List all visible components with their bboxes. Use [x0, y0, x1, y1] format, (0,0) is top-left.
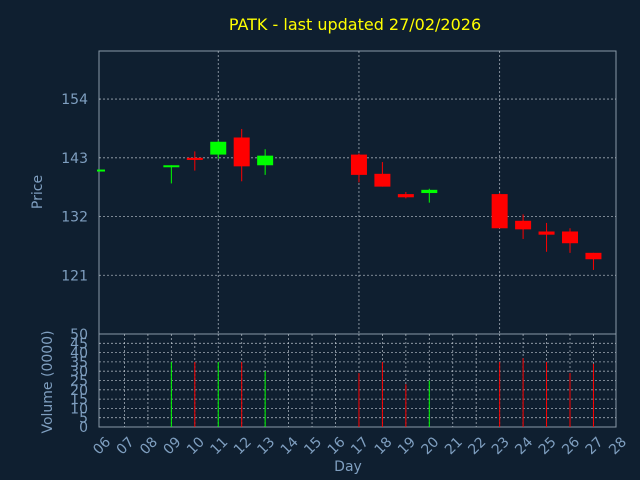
volume-tick-label: 15: [70, 392, 88, 408]
candle-18: [374, 162, 391, 187]
volume-tick-label: 20: [70, 383, 88, 399]
y-tick-label: 154: [61, 92, 88, 108]
y-tick-label: 121: [61, 268, 88, 284]
candle-09: [163, 165, 180, 184]
chart-title: PATK - last updated 27/02/2026: [229, 15, 481, 34]
x-tick-label: 25: [536, 434, 560, 458]
candle-23: [491, 193, 508, 229]
candle-body: [233, 137, 250, 167]
candle-body: [97, 169, 105, 172]
x-tick-label: 14: [278, 434, 302, 458]
price-plot-frame: [98, 50, 617, 335]
x-tick-label: 16: [325, 434, 349, 458]
volume-tick-label: 5: [79, 411, 88, 427]
candle-17: [350, 153, 367, 183]
volume-tick-label: 50: [70, 327, 88, 343]
x-axis-label: Day: [334, 459, 362, 475]
candle-body: [186, 157, 203, 160]
candle-body: [585, 252, 602, 260]
candle-body: [397, 194, 414, 198]
volume-tick-label: 25: [70, 374, 88, 390]
x-tick-label: 23: [489, 434, 513, 458]
candle-25: [538, 222, 555, 252]
volume-tick-label: 10: [70, 401, 88, 417]
volume-tick-label: 40: [70, 346, 88, 362]
candle-body: [350, 154, 367, 175]
x-tick-label: 15: [301, 434, 325, 458]
x-tick-label: 24: [512, 434, 536, 458]
x-tick-label: 09: [161, 434, 185, 458]
x-tick-label: 19: [395, 434, 419, 458]
x-tick-label: 22: [465, 434, 489, 458]
price-axis-label: Price: [30, 175, 46, 209]
volume-tick-label: 45: [70, 336, 88, 352]
x-tick-label: 17: [348, 434, 372, 458]
x-tick-label: 20: [419, 434, 443, 458]
candle-06: [97, 169, 105, 172]
x-tick-label: 28: [606, 434, 630, 458]
x-tick-label: 11: [207, 434, 231, 458]
candle-body: [374, 173, 391, 187]
candle-13: [257, 149, 274, 175]
x-tick-label: 08: [137, 434, 161, 458]
price-panel: 121 132 143 154: [61, 50, 617, 335]
x-tick-label: 12: [231, 434, 255, 458]
candle-body: [210, 141, 227, 155]
x-tick-label: 10: [184, 434, 208, 458]
volume-tick-label: 30: [70, 364, 88, 380]
x-tick-label: 13: [254, 434, 278, 458]
candle-body: [163, 165, 180, 168]
candle-24: [515, 214, 532, 239]
x-tick-label: 27: [583, 434, 607, 458]
y-tick-label: 143: [61, 151, 88, 167]
candle-11: [210, 140, 227, 159]
y-tick-label: 132: [61, 210, 88, 226]
volume-axis-label: Volume (0000): [40, 330, 56, 433]
x-tick-label: 26: [559, 434, 583, 458]
candle-body: [538, 231, 555, 235]
candle-10: [186, 151, 203, 171]
candle-body: [562, 231, 578, 244]
candle-body: [257, 155, 274, 166]
x-tick-label: 21: [442, 434, 466, 458]
candle-body: [491, 194, 508, 229]
candle-20: [421, 188, 438, 203]
candle-27: [585, 252, 602, 270]
candle-body: [515, 220, 532, 230]
volume-tick-label: 0: [79, 420, 88, 436]
x-tick-label: 18: [372, 434, 396, 458]
candle-body: [421, 189, 438, 194]
x-tick-label: 07: [114, 434, 138, 458]
x-tick-label: 06: [90, 434, 114, 458]
candle-26: [562, 228, 578, 253]
candle-19: [397, 191, 414, 199]
candle-12: [233, 128, 250, 182]
volume-tick-label: 35: [70, 355, 88, 371]
